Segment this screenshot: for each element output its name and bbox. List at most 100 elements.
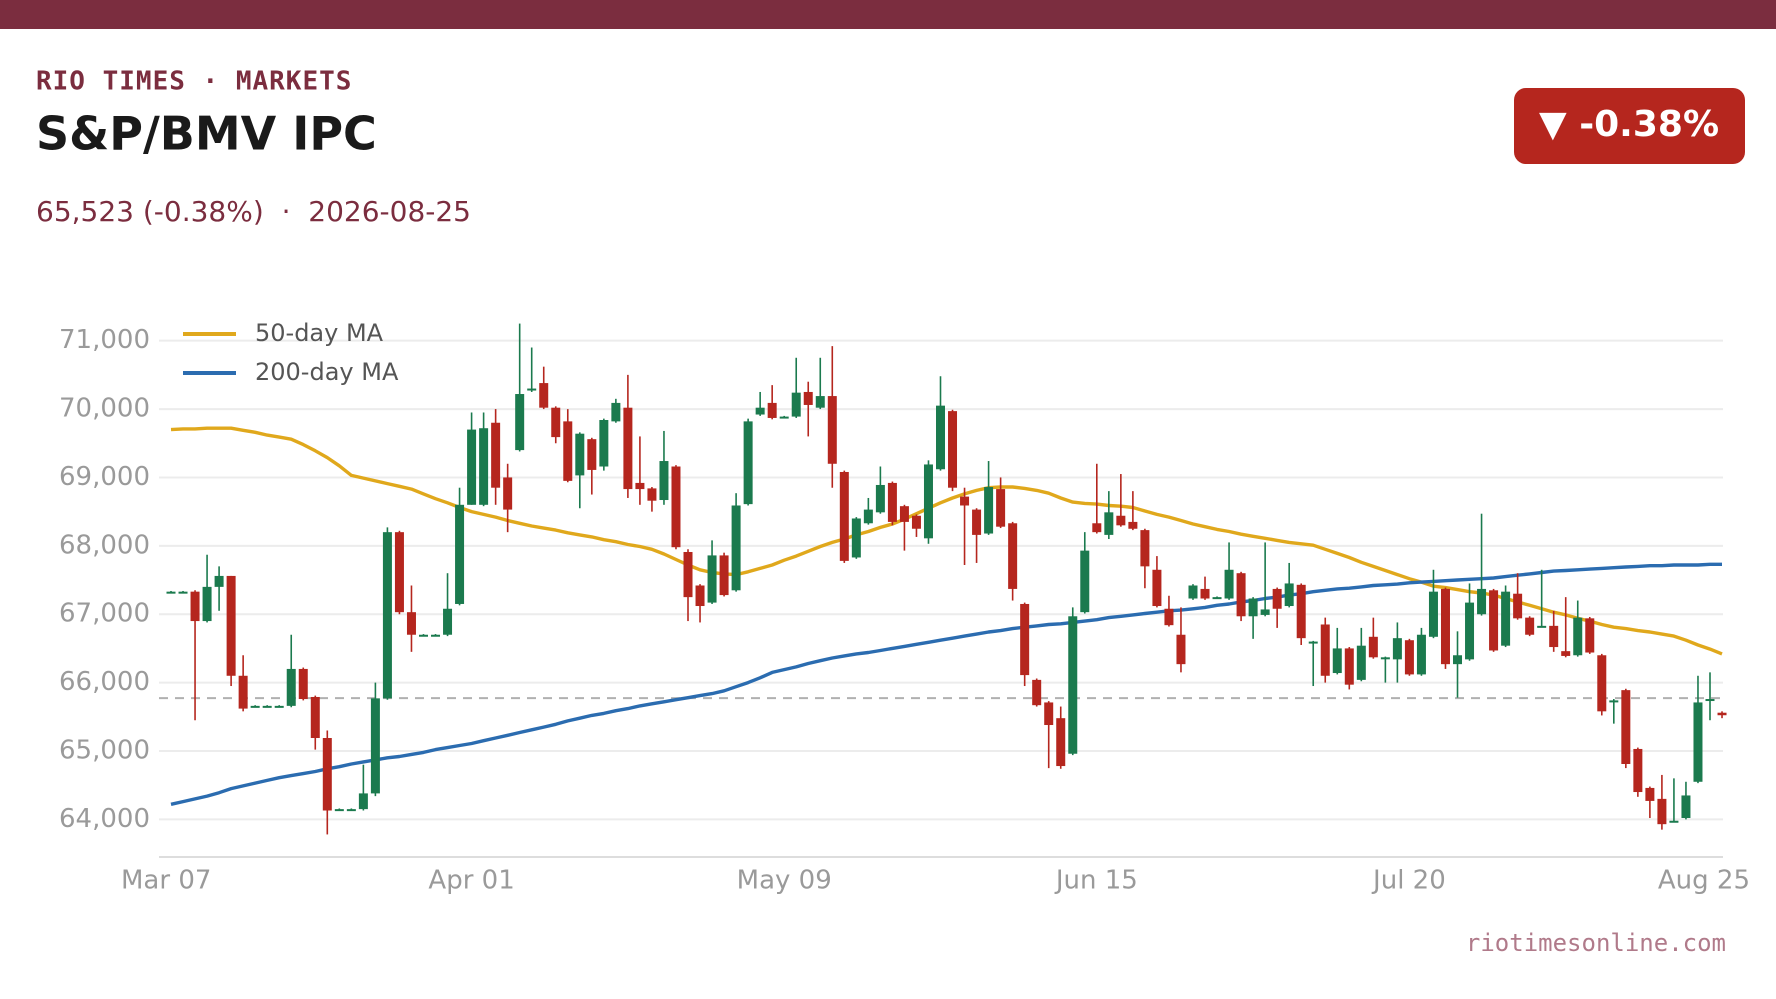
candle-body — [455, 504, 465, 604]
candle-body — [1224, 569, 1234, 599]
candle-body — [1092, 523, 1102, 533]
candle-body — [226, 575, 236, 676]
candle-body — [467, 429, 477, 505]
candle-body — [1669, 820, 1679, 823]
y-tick-label: 70,000 — [59, 394, 150, 424]
candle-body — [755, 407, 765, 415]
candle-body — [406, 612, 416, 635]
candle-body — [382, 532, 392, 699]
candle-body — [1621, 690, 1631, 764]
candle-body — [984, 487, 994, 534]
candle-body — [1513, 593, 1523, 619]
y-tick-label: 66,000 — [59, 667, 150, 697]
candle-body — [779, 416, 789, 419]
candle-body — [803, 391, 813, 405]
candle-body — [875, 484, 885, 513]
candle-body — [1116, 515, 1126, 526]
candle-body — [1056, 718, 1066, 767]
candle-body — [310, 696, 320, 739]
candle-body — [695, 585, 705, 607]
candle-body — [1068, 616, 1078, 754]
candle-body — [623, 407, 633, 490]
candle-body — [815, 396, 825, 408]
candle-body — [1248, 598, 1258, 617]
candle-body — [1140, 530, 1150, 567]
candle-body — [1645, 787, 1655, 801]
candle-body — [298, 668, 308, 700]
candle-body — [358, 793, 368, 810]
candle-body — [1356, 645, 1366, 680]
candle-body — [1597, 655, 1607, 712]
candle-body — [1537, 625, 1547, 628]
candle-body — [1573, 617, 1583, 656]
plot: 64,000 65,000 66,000 67,000 68,000 69,000 70,0… — [59, 319, 1750, 896]
candle-body — [539, 383, 549, 408]
x-tick-label: May 09 — [737, 866, 832, 896]
candle-body — [503, 477, 513, 510]
candle-body — [322, 738, 332, 811]
candle-body — [166, 591, 176, 594]
candle-body — [1633, 748, 1643, 793]
candle-body — [274, 705, 284, 708]
subtitle: 65,523 (-0.38%) · 2026-08-25 — [36, 195, 471, 228]
candle-body — [190, 591, 200, 622]
candle-body — [1332, 648, 1342, 674]
candle-body — [1344, 648, 1354, 685]
candle-body — [1164, 608, 1174, 626]
candle-body — [1212, 597, 1222, 600]
candle-body — [527, 388, 537, 391]
candle-body — [960, 496, 970, 506]
candle-body — [1020, 603, 1030, 676]
candle-body — [443, 608, 453, 635]
candle-body — [1465, 602, 1475, 660]
candle-body — [1080, 550, 1090, 613]
candle-body — [635, 482, 645, 490]
candle-body — [647, 488, 657, 501]
candle-body — [250, 705, 260, 708]
candle-body — [743, 421, 753, 505]
candle-body — [887, 482, 897, 522]
candle-body — [972, 509, 982, 535]
candle-body — [1200, 588, 1210, 599]
candle-body — [1717, 712, 1727, 716]
candle-body — [178, 591, 188, 594]
badge-text: ▼ -0.38% — [1539, 104, 1719, 145]
candle-body — [370, 698, 380, 794]
candle-body — [1008, 523, 1018, 589]
candle-body — [1416, 634, 1426, 675]
legend-label: 200-day MA — [255, 358, 399, 386]
candle-body — [683, 551, 693, 598]
candle-body — [491, 422, 501, 488]
candle-body — [1549, 625, 1559, 648]
legend-label: 50-day MA — [255, 319, 384, 347]
candle-body — [1308, 641, 1318, 644]
candle-body — [479, 428, 489, 505]
y-tick-label: 64,000 — [59, 804, 150, 834]
x-tick-label: Mar 07 — [121, 866, 211, 896]
candle-body — [996, 489, 1006, 527]
candle-body — [731, 505, 741, 591]
candle-body — [1236, 573, 1246, 617]
candle-body — [1392, 638, 1402, 660]
x-tick-label: Jun 15 — [1054, 866, 1138, 896]
kicker: RIO TIMES · MARKETS — [36, 67, 352, 97]
candle-body — [851, 518, 861, 558]
candle-body — [1477, 588, 1487, 615]
candle-body — [346, 809, 356, 812]
candle-body — [923, 464, 933, 539]
y-tick-label: 69,000 — [59, 462, 150, 492]
candle-body — [1404, 640, 1414, 675]
candle-body — [599, 420, 609, 467]
candle-body — [262, 705, 272, 708]
candle-body — [1657, 798, 1667, 825]
candle-body — [394, 532, 404, 613]
candle-body — [202, 586, 212, 622]
ma-line — [170, 562, 1722, 806]
candle-body — [839, 471, 849, 561]
candle-body — [1176, 634, 1186, 665]
candle-body — [515, 394, 525, 451]
candle-body — [286, 668, 296, 706]
candle-body — [767, 402, 777, 418]
candle-body — [1152, 569, 1162, 607]
